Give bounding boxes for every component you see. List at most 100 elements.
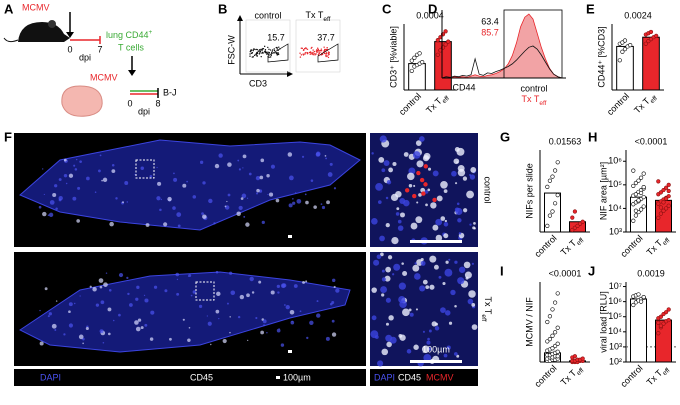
flow-event: [320, 50, 323, 52]
data-point: [663, 206, 669, 211]
cell: [462, 176, 468, 181]
tissue-speck: [98, 169, 101, 173]
infection-label: MCMV: [90, 72, 118, 82]
data-point: [412, 55, 417, 60]
flow-event: [313, 50, 316, 53]
tissue-speck: [218, 153, 223, 158]
cell: [380, 286, 388, 294]
tissue-speck: [150, 310, 155, 315]
cell: [371, 287, 377, 293]
data-point: [552, 168, 558, 173]
tissue-speck: [313, 205, 317, 209]
flow-event: [256, 51, 258, 54]
flow-event: [253, 54, 256, 57]
data-point: [656, 215, 661, 220]
data-point: [550, 333, 555, 338]
tissue-speck: [255, 316, 258, 320]
data-point: [617, 58, 622, 63]
tissue-speck: [99, 329, 104, 334]
tissue-speck: [321, 205, 326, 210]
cell: [377, 200, 382, 204]
flow-event: [268, 48, 270, 51]
data-point: [641, 294, 646, 300]
mouse: [18, 22, 70, 42]
cell: [465, 276, 469, 280]
data-point: [666, 182, 671, 187]
cell: [419, 136, 425, 142]
data-point: [552, 343, 558, 349]
bar: [655, 319, 672, 363]
data-point: [417, 51, 422, 56]
panel-label: I: [500, 263, 504, 278]
data-point: [446, 39, 451, 44]
cell: [469, 174, 476, 180]
cell: [416, 160, 424, 168]
tissue-speck: [263, 324, 265, 327]
axis-label: CD3: [249, 78, 267, 88]
data-point: [435, 38, 440, 43]
tissue-speck: [316, 300, 319, 303]
tissue-speck: [227, 302, 229, 305]
tissue-speck: [47, 315, 50, 318]
flow-event: [306, 48, 309, 51]
tissue-speck: [216, 291, 221, 297]
flow-event: [310, 47, 312, 49]
legend-bar: [370, 369, 478, 386]
cell: [381, 348, 389, 356]
tissue-speck: [76, 219, 80, 223]
row-label: Tx Teff: [480, 297, 493, 322]
tissue-speck: [63, 158, 67, 162]
bar: [630, 298, 647, 363]
cell: [444, 268, 453, 277]
scale-bar: [410, 240, 462, 243]
data-point: [638, 299, 644, 304]
tissue-speck: [39, 309, 41, 312]
cell: [443, 233, 449, 239]
tissue-speck: [213, 222, 216, 225]
data-point: [555, 325, 560, 330]
cell: [379, 135, 387, 143]
flow-event: [326, 46, 328, 49]
flow-event: [318, 52, 320, 54]
gate-value: 15.7: [267, 32, 285, 42]
tissue-speck: [153, 285, 158, 289]
day-label: 7: [97, 44, 102, 54]
cell: [424, 189, 429, 194]
tissue-speck: [156, 196, 161, 201]
cell: [399, 198, 406, 204]
flow-event: [300, 54, 303, 56]
tissue-speck: [329, 302, 333, 306]
p-value: <0.0001: [635, 136, 668, 146]
data-point: [545, 339, 550, 344]
flow-event: [254, 48, 256, 51]
cell: [402, 308, 410, 317]
tissue-speck: [207, 321, 212, 326]
tissue-speck: [229, 271, 233, 275]
data-point: [580, 219, 585, 224]
flow-event: [276, 53, 279, 56]
data-point: [547, 337, 553, 342]
cell: [390, 193, 399, 202]
cell: [427, 337, 430, 341]
infected-cell: [423, 182, 428, 187]
tissue-speck: [276, 328, 281, 333]
cell: [471, 262, 474, 265]
y-tick-label: 10⁶: [608, 156, 622, 166]
tissue-speck: [192, 195, 197, 199]
flow-event: [312, 51, 314, 54]
tissue-speck: [210, 343, 212, 346]
tissue-speck: [326, 200, 330, 205]
day-label: 0: [67, 44, 72, 54]
data-point: [547, 178, 553, 183]
flow-event: [262, 47, 265, 50]
tissue-speck: [127, 292, 130, 296]
tissue-speck: [267, 193, 269, 196]
tissue-speck: [140, 326, 144, 330]
cell: [442, 281, 446, 286]
data-point: [552, 330, 558, 335]
x-tick-label-sub: eff: [576, 367, 586, 377]
tissue-speck: [173, 172, 175, 175]
cell: [443, 222, 449, 227]
data-point: [443, 29, 448, 34]
data-point: [656, 331, 661, 336]
